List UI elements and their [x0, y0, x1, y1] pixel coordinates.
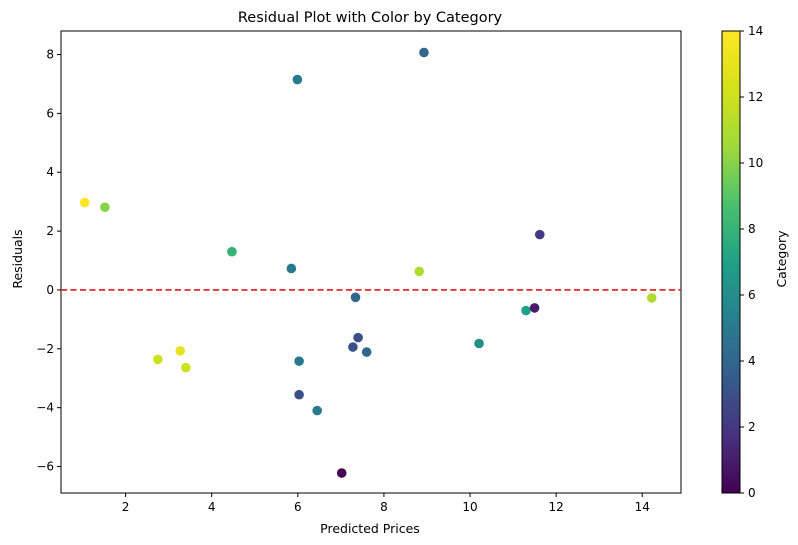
chart-title: Residual Plot with Color by Category — [238, 10, 503, 26]
x-tick-label: 6 — [294, 500, 302, 514]
scatter-point — [181, 362, 191, 373]
scatter-point — [414, 266, 425, 277]
scatter-point — [79, 197, 90, 208]
scatter-point — [361, 347, 372, 357]
x-tick-label: 2 — [122, 500, 130, 514]
colorbar-tick-label: 4 — [748, 354, 756, 368]
x-axis-label: Predicted Prices — [320, 521, 420, 536]
scatter-point — [100, 202, 110, 213]
scatter-point — [353, 332, 363, 343]
x-tick-label: 14 — [635, 500, 650, 514]
y-tick-label: 4 — [46, 165, 54, 179]
y-axis-label: Residuals — [10, 229, 25, 288]
scatter-point — [312, 405, 322, 416]
colorbar-tick-label: 14 — [748, 24, 763, 38]
colorbar-gradient — [721, 30, 741, 494]
y-tick-label: −4 — [36, 401, 54, 415]
y-tick-label: 8 — [46, 48, 54, 62]
scatter-point — [294, 389, 304, 400]
scatter-point — [419, 47, 429, 58]
scatter-point — [529, 303, 540, 313]
colorbar-label: Category — [774, 230, 789, 288]
scatter-point — [227, 246, 237, 257]
y-tick-label: −6 — [36, 460, 54, 474]
colorbar-tick-label: 8 — [748, 222, 756, 236]
y-tick-label: −2 — [36, 342, 54, 356]
axes-frame — [60, 30, 682, 494]
colorbar-tick-label: 10 — [748, 156, 763, 170]
y-tick-label: 0 — [46, 283, 54, 297]
colorbar-tick-label: 6 — [748, 288, 756, 302]
scatter-point — [294, 356, 304, 366]
colorbar: 0 2 4 6 8 10 12 14 — [721, 24, 763, 500]
scatter-point — [534, 229, 545, 240]
x-tick-label: 4 — [208, 500, 216, 514]
colorbar-tick-label: 0 — [748, 486, 756, 500]
scatter-point — [292, 74, 303, 85]
y-tick-label: 2 — [46, 224, 54, 238]
scatter-point — [521, 305, 531, 316]
scatter-point — [646, 293, 657, 303]
x-tick-label: 12 — [548, 500, 563, 514]
plot-area: 2 4 6 8 10 12 14 −6 −4 −2 0 2 4 6 8 — [36, 30, 682, 514]
scatter-point — [153, 354, 163, 365]
scatter-point — [175, 346, 186, 356]
x-tick-label: 8 — [380, 500, 388, 514]
y-tick-label: 6 — [46, 106, 54, 120]
colorbar-tick-label: 2 — [748, 420, 756, 434]
colorbar-tick-label: 12 — [748, 90, 763, 104]
x-tick-label: 10 — [462, 500, 477, 514]
scatter-point — [336, 468, 347, 478]
scatter-point — [474, 338, 484, 349]
scatter-point — [350, 292, 361, 303]
scatter-point — [348, 342, 358, 352]
scatter-point — [286, 263, 297, 274]
